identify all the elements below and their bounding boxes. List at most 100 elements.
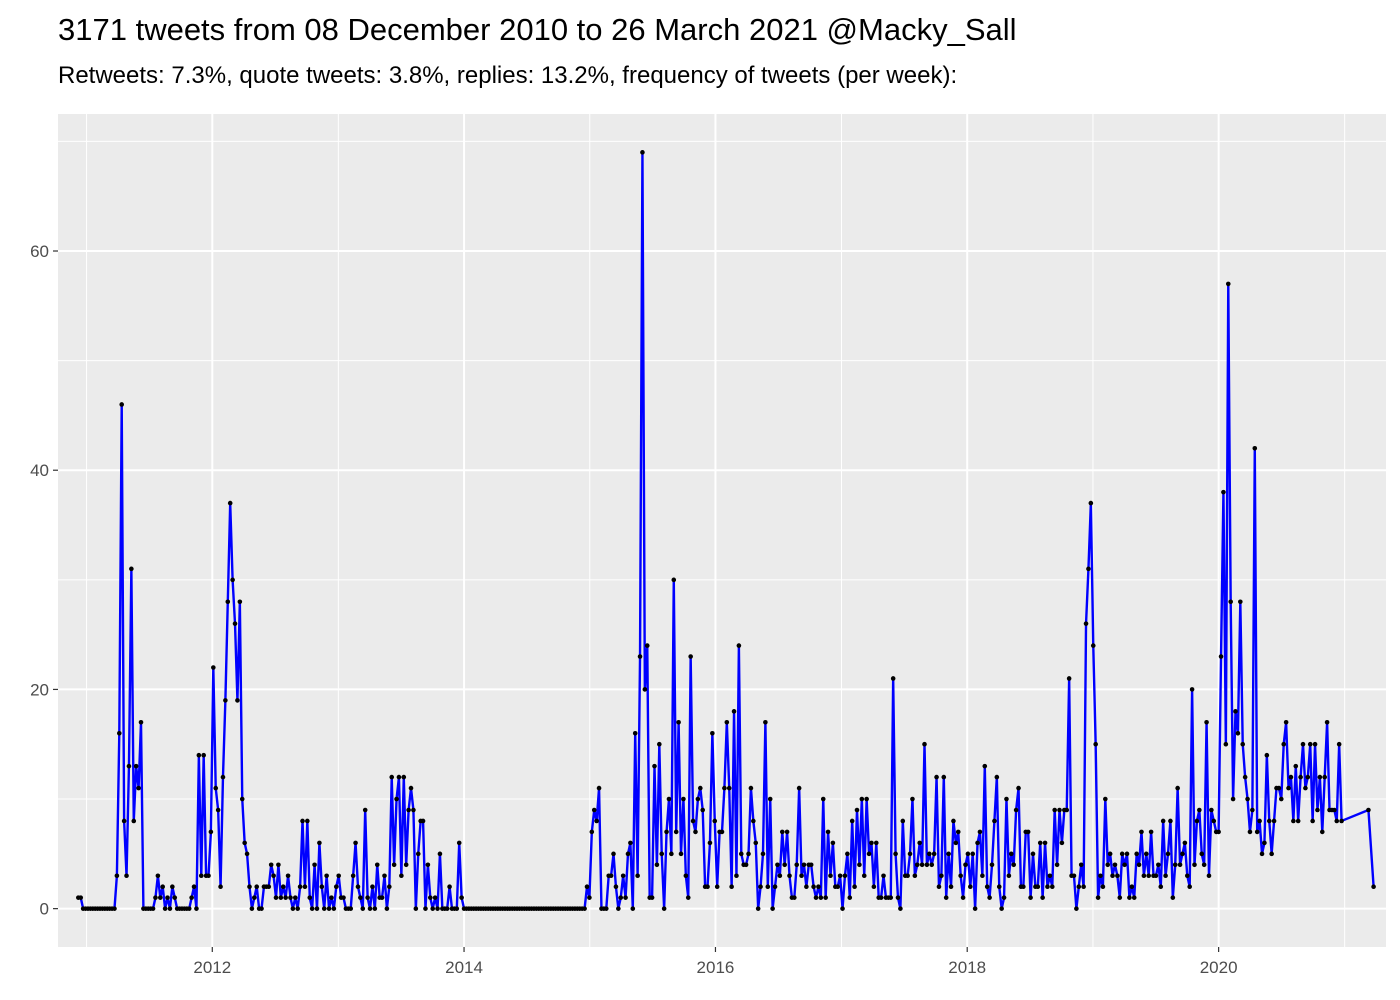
data-point: [239, 796, 245, 802]
data-point: [695, 796, 701, 802]
data-point: [382, 873, 387, 879]
data-point: [321, 906, 327, 911]
data-point: [302, 884, 308, 890]
data-point: [423, 906, 428, 911]
data-point: [162, 906, 168, 911]
data-point: [444, 906, 450, 911]
data-point: [1300, 741, 1306, 747]
data-point: [211, 665, 216, 670]
data-point: [637, 654, 643, 659]
data-point: [1339, 818, 1344, 824]
data-point: [972, 906, 978, 911]
y-tick-label: 60: [30, 242, 49, 261]
data-point: [854, 807, 860, 813]
data-point: [249, 906, 255, 911]
x-tick-label: 2012: [193, 958, 231, 977]
data-point: [232, 621, 238, 626]
data-point: [946, 851, 951, 857]
data-point: [917, 840, 922, 846]
data-point: [1122, 862, 1127, 868]
data-point: [1315, 807, 1320, 813]
data-point: [1006, 873, 1012, 879]
data-point: [1182, 840, 1188, 846]
data-point: [871, 884, 877, 890]
data-point: [1071, 873, 1077, 879]
data-point: [326, 906, 332, 911]
chart-subtitle: Retweets: 7.3%, quote tweets: 3.8%, repl…: [58, 62, 958, 89]
data-point: [129, 566, 134, 572]
data-point: [1245, 796, 1250, 802]
data-point: [748, 785, 754, 791]
data-point: [420, 818, 426, 824]
data-point: [596, 785, 602, 791]
data-point: [840, 906, 845, 911]
data-point: [1223, 741, 1229, 747]
data-point: [1250, 807, 1255, 813]
x-tick-label: 2014: [445, 958, 483, 977]
data-point: [1136, 862, 1142, 868]
data-point: [688, 654, 693, 659]
data-point: [133, 763, 139, 769]
data-point: [136, 785, 141, 791]
data-point: [1042, 840, 1048, 846]
data-point: [408, 785, 414, 791]
major-gridlines: [58, 114, 1386, 947]
data-point: [910, 796, 915, 802]
data-point: [724, 720, 730, 725]
data-point: [929, 862, 935, 868]
data-point: [1279, 796, 1284, 802]
data-point: [726, 785, 732, 791]
data-point: [1269, 851, 1274, 857]
data-point: [454, 906, 460, 911]
data-point: [370, 884, 375, 890]
data-point: [1001, 895, 1007, 900]
data-point: [700, 807, 706, 813]
data-point: [847, 895, 853, 900]
data-point: [936, 884, 942, 890]
data-point: [1242, 774, 1248, 780]
data-point: [1240, 741, 1246, 747]
data-point: [189, 895, 194, 900]
data-point: [1100, 884, 1106, 890]
data-point: [1201, 862, 1207, 868]
data-point: [707, 840, 713, 846]
data-point: [842, 873, 848, 879]
data-point: [1209, 807, 1214, 813]
data-point: [1199, 851, 1205, 857]
data-point: [1312, 741, 1318, 747]
data-point: [584, 884, 590, 890]
data-point: [751, 818, 756, 824]
data-point: [649, 895, 655, 900]
data-point: [312, 862, 317, 868]
data-point: [1078, 862, 1084, 868]
data-point: [970, 851, 976, 857]
data-point: [613, 884, 619, 890]
data-point: [292, 895, 298, 900]
data-point: [729, 884, 734, 890]
data-point: [341, 895, 346, 900]
data-point: [1211, 818, 1217, 824]
data-point: [893, 851, 898, 857]
data-point: [919, 862, 925, 868]
data-point: [157, 895, 163, 900]
data-point: [975, 840, 980, 846]
data-point: [1204, 720, 1209, 725]
data-point: [353, 840, 358, 846]
data-point: [878, 895, 884, 900]
data-point: [779, 829, 785, 835]
data-point: [1172, 862, 1178, 868]
data-point: [358, 895, 363, 900]
data-point: [1025, 829, 1031, 835]
data-point: [1144, 851, 1149, 857]
data-point: [1281, 741, 1287, 747]
data-point: [992, 818, 997, 824]
data-point: [170, 884, 175, 890]
data-point: [734, 873, 739, 879]
data-point: [835, 884, 841, 890]
data-point: [987, 895, 992, 900]
data-point: [355, 884, 361, 890]
data-point: [1298, 774, 1303, 780]
data-point: [1319, 829, 1325, 835]
data-point: [594, 818, 599, 824]
